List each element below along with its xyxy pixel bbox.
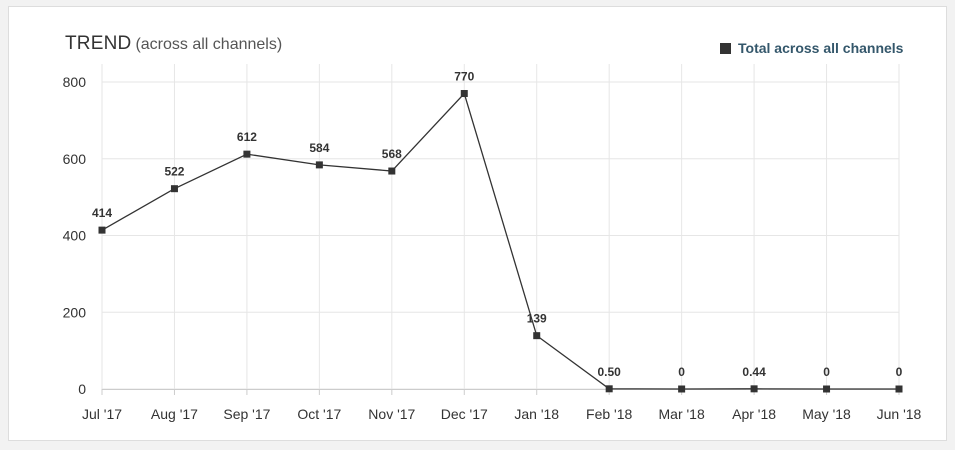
data-label: 139	[527, 312, 547, 326]
x-tick-label: Nov '17	[368, 406, 415, 422]
data-point	[895, 385, 903, 393]
x-tick-label: Sep '17	[223, 406, 270, 422]
data-label: 0	[823, 365, 830, 379]
data-point	[315, 161, 323, 169]
x-tick-label: Jul '17	[82, 406, 122, 422]
data-point	[533, 332, 541, 340]
x-tick-label: Mar '18	[659, 406, 705, 422]
data-label: 568	[382, 147, 402, 161]
data-point	[823, 385, 831, 393]
x-tick-label: Jun '18	[877, 406, 922, 422]
data-point	[98, 226, 106, 234]
data-point	[605, 385, 613, 393]
legend-label: Total across all channels	[738, 40, 904, 56]
y-tick-label: 400	[63, 228, 87, 244]
data-point	[243, 150, 251, 158]
chart-title: TREND (across all channels)	[65, 33, 282, 55]
x-tick-label: Aug '17	[151, 406, 198, 422]
data-label: 770	[454, 70, 474, 84]
y-tick-label: 0	[78, 381, 86, 397]
data-label: 584	[309, 141, 329, 155]
data-point	[388, 167, 396, 175]
x-tick-label: May '18	[802, 406, 851, 422]
data-label: 522	[164, 165, 184, 179]
data-label: 0.50	[598, 365, 622, 379]
data-label: 0.44	[742, 365, 766, 379]
x-tick-label: Apr '18	[732, 406, 776, 422]
x-tick-label: Oct '17	[297, 406, 341, 422]
legend-swatch	[720, 42, 731, 54]
data-point	[460, 90, 468, 98]
y-tick-label: 600	[63, 151, 87, 167]
data-point	[678, 385, 686, 393]
data-point	[170, 185, 178, 193]
y-tick-label: 800	[63, 74, 87, 90]
data-label: 0	[896, 365, 903, 379]
data-point	[750, 385, 758, 393]
y-tick-label: 200	[63, 304, 87, 320]
x-tick-label: Dec '17	[441, 406, 488, 422]
data-label: 414	[92, 206, 112, 220]
data-label: 0	[678, 365, 685, 379]
chart-card: TREND (across all channels) Total across …	[8, 6, 947, 441]
x-tick-label: Feb '18	[586, 406, 632, 422]
chart-legend[interactable]: Total across all channels	[720, 40, 903, 56]
chart-subtitle: (across all channels)	[135, 36, 283, 53]
x-tick-label: Jan '18	[514, 406, 559, 422]
chart-title-main: TREND	[65, 33, 132, 54]
data-label: 612	[237, 130, 257, 144]
series-line	[101, 92, 899, 390]
